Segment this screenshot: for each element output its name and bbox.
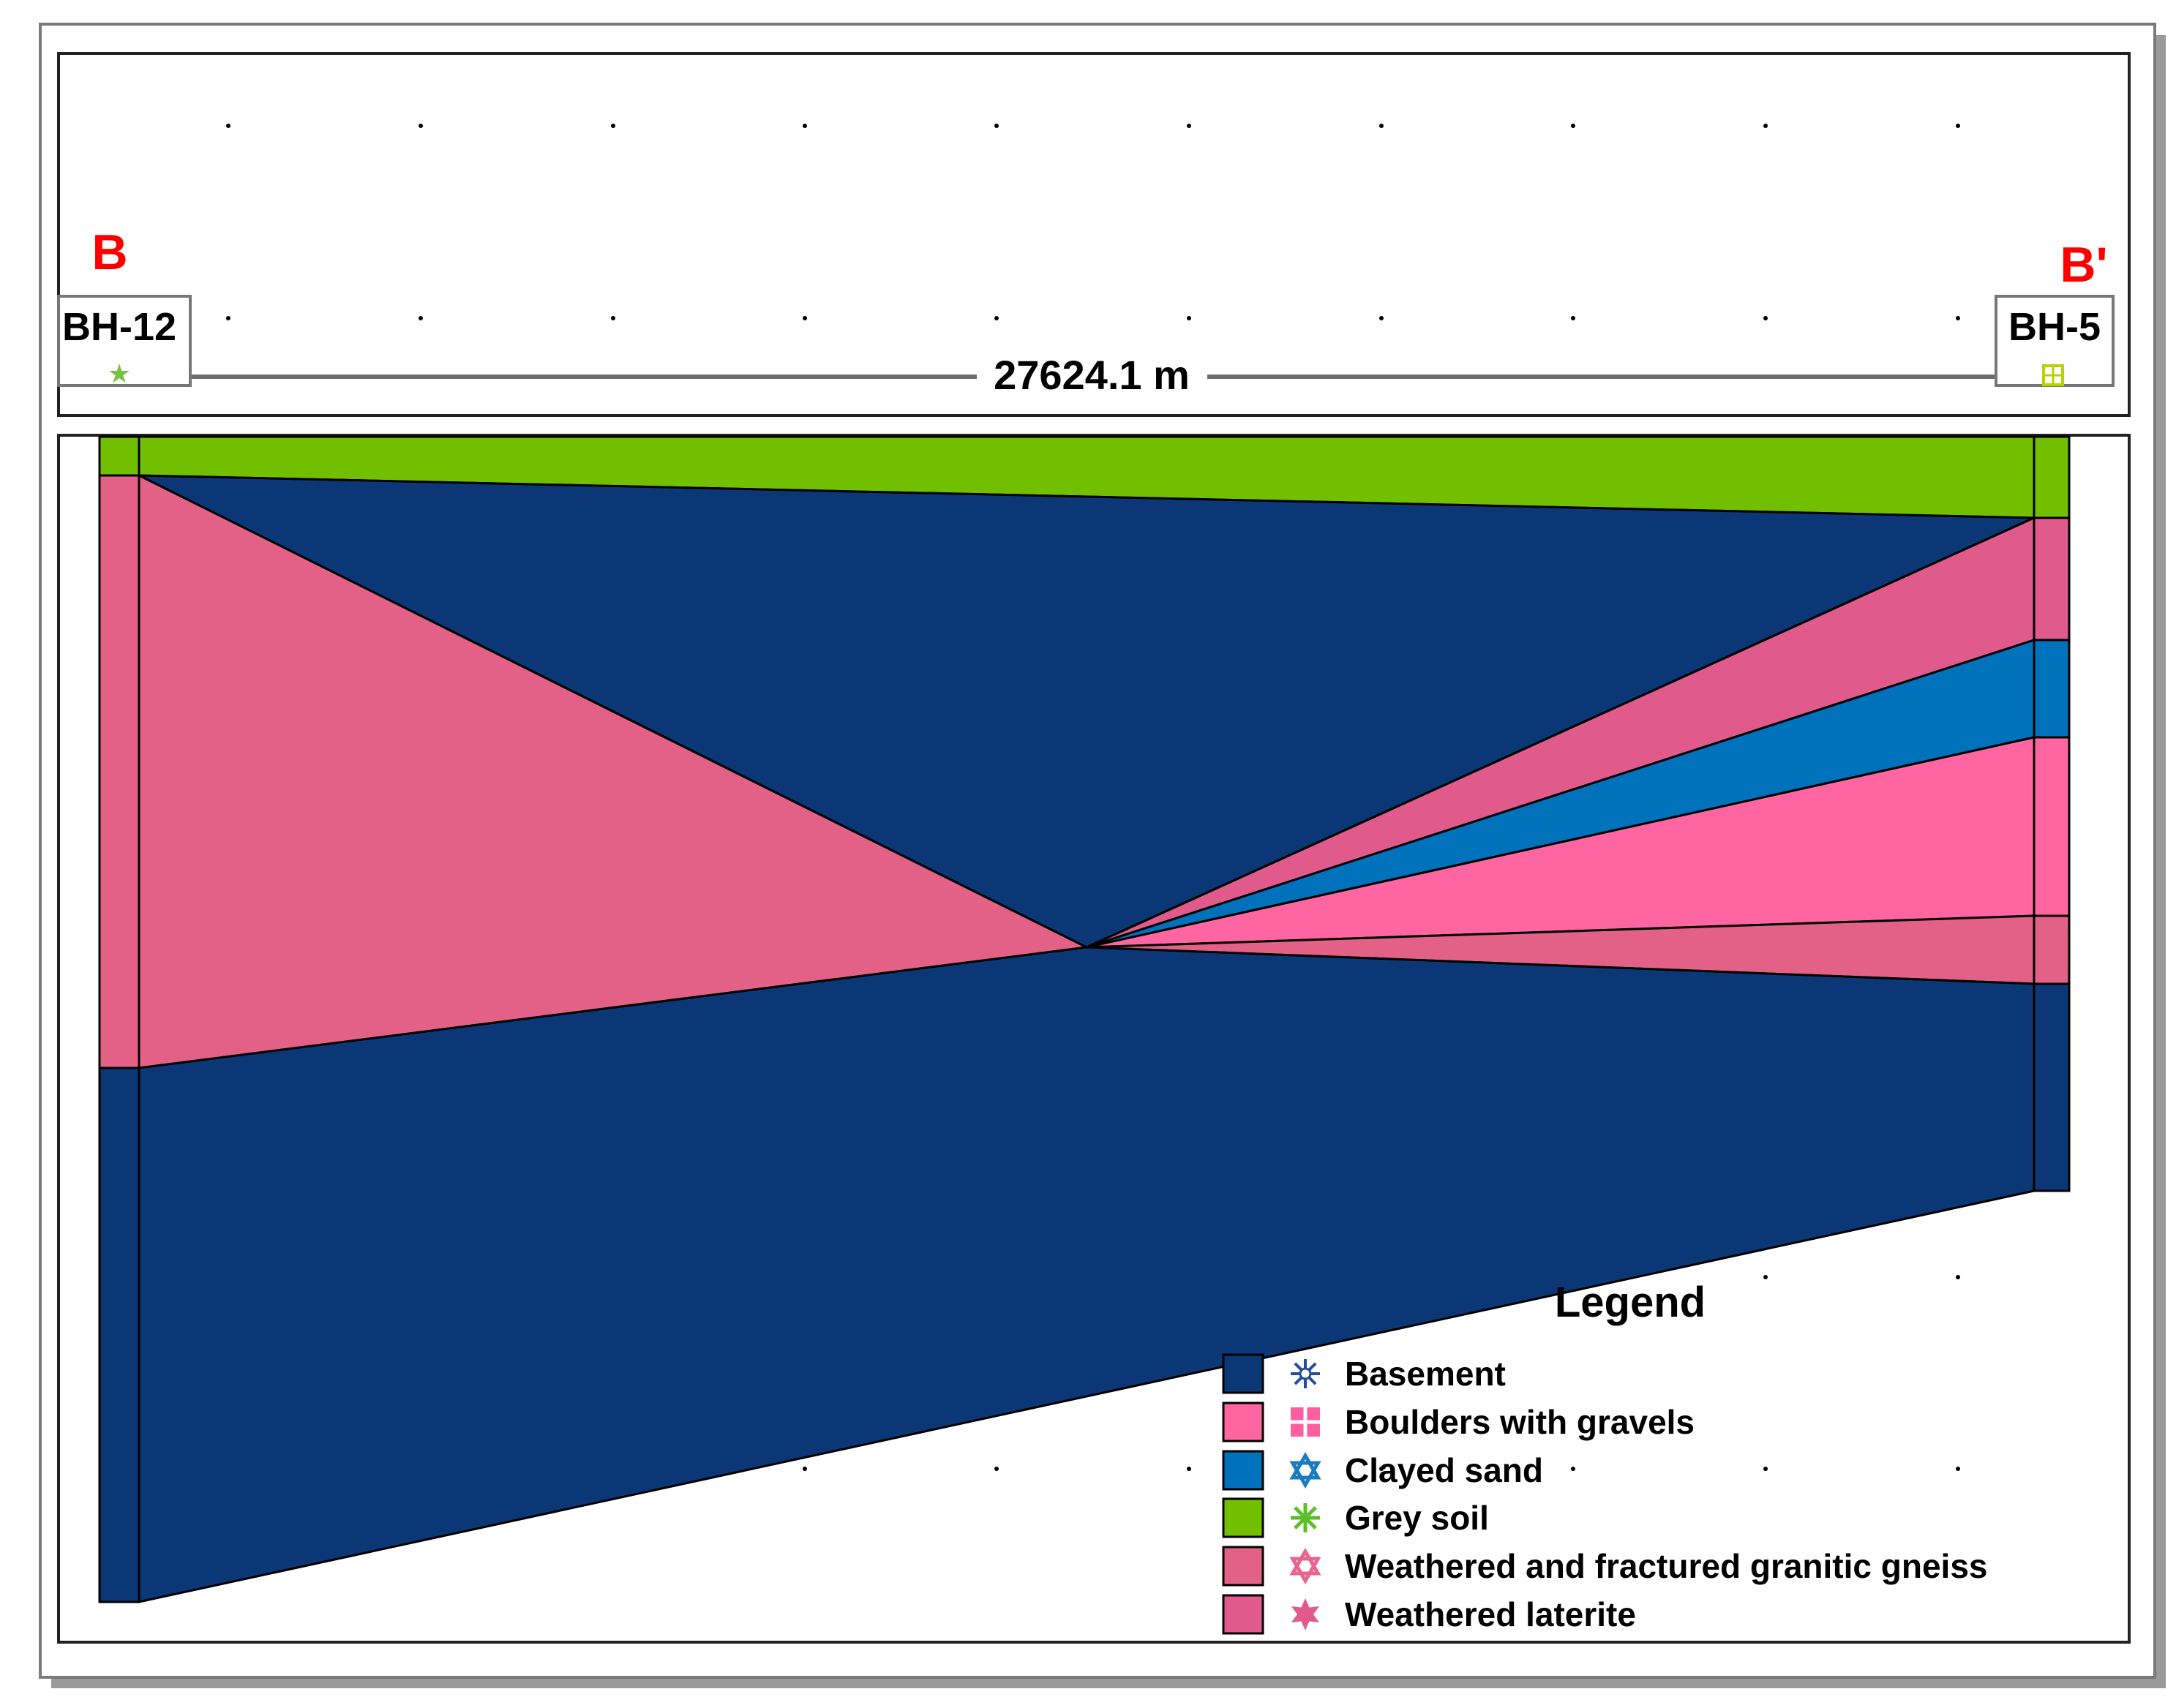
legend-item: Weathered laterite bbox=[1222, 1594, 1636, 1635]
plan-view-panel: 27624.1 m B B' BH-12 ★ BH-5 bbox=[57, 52, 2131, 417]
grid-square-icon bbox=[1291, 1407, 1320, 1437]
grid-dot bbox=[1571, 316, 1575, 320]
legend-label: Boulders with gravels bbox=[1345, 1403, 1695, 1441]
legend-item: Weathered and fractured granitic gneiss bbox=[1222, 1546, 1988, 1587]
star-icon: ★ bbox=[108, 358, 131, 388]
grid-dot bbox=[994, 316, 999, 320]
legend-item: Grey soil bbox=[1222, 1497, 1489, 1538]
star-burst-icon bbox=[1291, 1598, 1320, 1630]
grid-dot bbox=[1956, 1275, 1960, 1279]
bh-12-basement bbox=[98, 1066, 140, 1603]
star-of-david-icon bbox=[1289, 1451, 1321, 1489]
legend-label: Grey soil bbox=[1345, 1499, 1489, 1537]
bh-5-basement bbox=[2033, 982, 2071, 1192]
legend-label: Basement bbox=[1345, 1355, 1506, 1393]
grid-dot bbox=[226, 124, 230, 128]
borehole-column-bh-12 bbox=[98, 435, 140, 1603]
legend-item: Boulders with gravels bbox=[1222, 1402, 1695, 1442]
grid-square-icon bbox=[2042, 364, 2064, 386]
grid-dot bbox=[803, 124, 807, 128]
legend-swatch bbox=[1222, 1546, 1264, 1587]
cross-section-panel: Legend Basement Boulders with gravels Clay… bbox=[57, 434, 2131, 1644]
grid-dot bbox=[1763, 316, 1768, 320]
grid-dot bbox=[419, 124, 423, 128]
star-of-david-outline-icon bbox=[1289, 1547, 1321, 1585]
grid-dot bbox=[1763, 1275, 1768, 1279]
grid-dot bbox=[1956, 316, 1960, 320]
bh-12-weathered bbox=[98, 474, 140, 1069]
grid-dot bbox=[1763, 1467, 1768, 1471]
plan-view-grid-dots bbox=[226, 124, 1960, 320]
bh-5-grey-soil bbox=[2033, 435, 2071, 519]
snowflake-icon bbox=[1291, 1359, 1320, 1388]
legend-label: Weathered and fractured granitic gneiss bbox=[1345, 1547, 1988, 1585]
legend-swatch bbox=[1222, 1594, 1264, 1635]
grid-dot bbox=[1187, 316, 1191, 320]
legend: Legend Basement Boulders with gravels Clay… bbox=[1222, 1279, 1988, 1635]
grid-dot bbox=[1571, 1467, 1575, 1471]
legend-swatch bbox=[1222, 1353, 1264, 1394]
well-bh-12-label: BH-12 bbox=[62, 305, 176, 349]
bh-5-boulders bbox=[2033, 736, 2071, 917]
bh-5-clayed-sand bbox=[2033, 639, 2071, 739]
plan-view-border bbox=[57, 52, 2131, 417]
section-end-label: B' bbox=[2060, 237, 2107, 293]
grid-dot bbox=[1187, 124, 1191, 128]
grid-dot bbox=[803, 1467, 807, 1471]
legend-swatch bbox=[1222, 1497, 1264, 1538]
well-bh-12: BH-12 ★ bbox=[57, 295, 192, 388]
asterisk-icon bbox=[1291, 1503, 1320, 1532]
bh-5-weathered-gneiss bbox=[2033, 914, 2071, 985]
legend-swatch bbox=[1222, 1450, 1264, 1491]
grid-dot bbox=[1379, 1467, 1384, 1471]
legend-item: Clayed sand bbox=[1222, 1450, 1543, 1491]
legend-item: Basement bbox=[1222, 1353, 1506, 1394]
legend-label: Weathered laterite bbox=[1345, 1595, 1636, 1633]
grid-dot bbox=[1571, 124, 1575, 128]
grid-dot bbox=[1187, 1467, 1191, 1471]
grid-dot bbox=[1956, 1467, 1960, 1471]
grid-dot bbox=[226, 316, 230, 320]
well-bh-5: BH-5 bbox=[1995, 295, 2115, 387]
grid-dot bbox=[1763, 124, 1768, 128]
section-start-label: B bbox=[91, 225, 127, 280]
bh-12-grey-soil bbox=[98, 435, 140, 477]
grid-dot bbox=[1379, 316, 1384, 320]
grid-dot bbox=[994, 1467, 999, 1471]
grid-dot bbox=[611, 316, 615, 320]
grid-dot bbox=[803, 316, 807, 320]
grid-dot bbox=[611, 124, 615, 128]
legend-label: Clayed sand bbox=[1345, 1451, 1543, 1489]
grid-dot bbox=[419, 316, 423, 320]
legend-title: Legend bbox=[1555, 1279, 1706, 1326]
grid-dot bbox=[1956, 124, 1960, 128]
legend-swatch bbox=[1222, 1402, 1264, 1442]
grid-dot bbox=[994, 124, 999, 128]
well-bh-5-label: BH-5 bbox=[2008, 305, 2101, 349]
borehole-column-bh-5 bbox=[2033, 435, 2071, 1192]
bh-5-weathered-laterite bbox=[2033, 516, 2071, 642]
grid-dot bbox=[1379, 124, 1384, 128]
section-distance-label: 27624.1 m bbox=[994, 352, 1190, 398]
legend-items: Basement Boulders with gravels Clayed sand… bbox=[1222, 1353, 1988, 1635]
well-bh-12-box bbox=[57, 295, 192, 387]
well-bh-5-box bbox=[1995, 295, 2115, 387]
